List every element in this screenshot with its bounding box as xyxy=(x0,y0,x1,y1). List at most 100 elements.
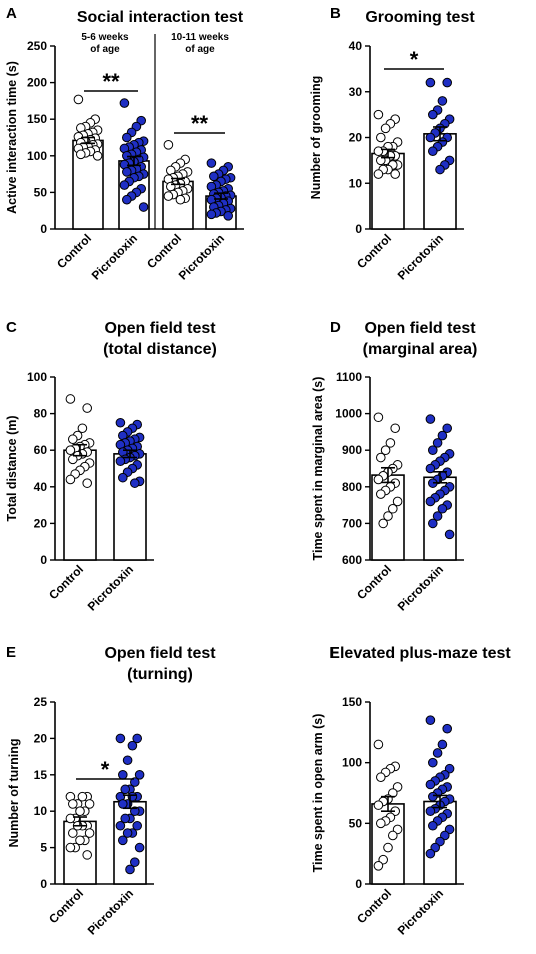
x-tick-label: Control xyxy=(54,231,94,271)
data-point xyxy=(68,828,78,838)
data-point xyxy=(425,806,436,817)
y-tick-label: 800 xyxy=(342,480,362,494)
y-tick-label: 150 xyxy=(27,112,47,126)
data-point xyxy=(125,864,135,875)
data-point xyxy=(134,842,145,853)
x-tick-label: Picrotoxin xyxy=(85,886,136,937)
data-point xyxy=(378,518,389,529)
data-point xyxy=(120,784,130,795)
panel-letter: E xyxy=(6,644,16,661)
group-header: 10-11 weeks xyxy=(171,32,229,43)
panel-letter: C xyxy=(6,319,17,336)
data-point xyxy=(380,445,391,456)
panel-title: (marginal area) xyxy=(363,341,478,358)
data-point xyxy=(65,813,76,824)
group-header: of age xyxy=(185,44,215,55)
data-point xyxy=(166,181,176,192)
panel-title: Open field test xyxy=(104,645,216,662)
y-tick-label: 10 xyxy=(34,804,48,818)
significance-marker: ** xyxy=(191,111,209,136)
data-point xyxy=(437,739,448,750)
y-tick-label: 1000 xyxy=(335,407,362,421)
data-point xyxy=(425,848,436,859)
data-point xyxy=(428,791,438,802)
panel-c: C Open field test (total distance) 0 20 40 60 8… xyxy=(5,319,217,614)
y-tick-label: 0 xyxy=(355,222,362,236)
data-point xyxy=(428,757,438,768)
y-tick-label: 0 xyxy=(40,877,47,891)
data-point xyxy=(68,454,78,465)
y-axis-label: Number of grooming xyxy=(309,76,323,200)
data-point xyxy=(115,733,126,744)
data-point xyxy=(138,202,149,212)
data-point xyxy=(432,438,443,448)
data-point xyxy=(163,191,174,201)
data-point xyxy=(437,503,448,514)
data-point xyxy=(437,430,448,441)
data-point xyxy=(432,511,443,521)
data-point xyxy=(73,94,84,105)
data-point xyxy=(84,799,95,809)
data-point xyxy=(428,820,438,831)
data-point xyxy=(175,194,186,205)
x-tick-label: Picrotoxin xyxy=(85,562,136,613)
data-point xyxy=(163,140,174,150)
y-tick-label: 0 xyxy=(355,877,362,891)
significance-marker: ** xyxy=(102,69,120,94)
x-tick-label: Control xyxy=(144,231,184,271)
x-tick-label: Control xyxy=(46,562,86,602)
data-point xyxy=(77,791,88,802)
data-point xyxy=(376,772,386,783)
y-axis-label: Active interaction time (s) xyxy=(5,61,19,214)
data-point xyxy=(425,414,436,424)
y-tick-label: 50 xyxy=(349,816,363,830)
data-point xyxy=(376,489,386,499)
data-point xyxy=(122,132,132,143)
data-point xyxy=(82,850,92,860)
data-point xyxy=(115,417,126,428)
panel-letter: A xyxy=(6,5,17,22)
data-point xyxy=(130,478,140,488)
data-point xyxy=(373,146,384,157)
data-point xyxy=(428,445,438,456)
data-point xyxy=(118,835,128,846)
data-point xyxy=(115,456,126,466)
y-tick-label: 250 xyxy=(27,39,47,53)
data-point xyxy=(119,98,130,108)
significance-marker: * xyxy=(410,47,419,72)
x-tick-label: Picrotoxin xyxy=(395,562,446,613)
data-point xyxy=(223,211,233,221)
y-axis-label: Total distance (m) xyxy=(5,415,19,521)
panel-letter: D xyxy=(330,319,341,336)
data-point xyxy=(425,132,436,143)
data-point xyxy=(115,820,126,831)
data-point xyxy=(122,755,133,766)
y-tick-label: 150 xyxy=(342,695,362,709)
data-point xyxy=(75,835,85,846)
y-tick-label: 0 xyxy=(40,553,47,567)
y-tick-label: 20 xyxy=(34,516,48,530)
data-point xyxy=(373,109,384,120)
data-point xyxy=(65,394,76,404)
data-point xyxy=(376,452,386,463)
data-point xyxy=(130,777,140,787)
data-point xyxy=(437,96,448,106)
data-point xyxy=(392,496,403,507)
data-point xyxy=(120,813,130,824)
data-point xyxy=(428,109,438,120)
y-tick-label: 20 xyxy=(34,731,48,745)
y-tick-label: 30 xyxy=(349,85,363,99)
data-point xyxy=(425,715,436,726)
data-point xyxy=(206,209,217,220)
x-tick-label: Picrotoxin xyxy=(89,231,140,282)
data-point xyxy=(442,723,453,734)
group-header: 5-6 weeks xyxy=(81,32,129,43)
y-tick-label: 700 xyxy=(342,516,362,530)
data-point xyxy=(206,158,217,168)
x-tick-label: Control xyxy=(354,231,394,271)
data-point xyxy=(383,842,393,853)
data-point xyxy=(390,423,401,434)
data-point xyxy=(373,739,384,750)
data-point xyxy=(132,733,142,744)
